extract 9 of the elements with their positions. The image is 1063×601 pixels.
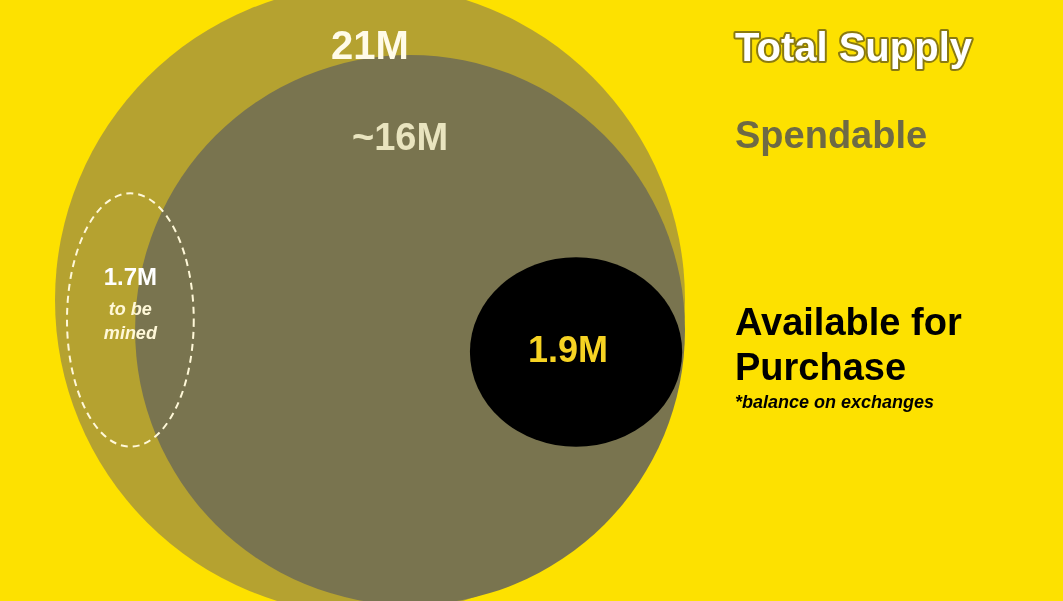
data-label: 1.7M <box>103 262 158 290</box>
data-label: 21M <box>331 23 409 68</box>
category-label: Total Supply <box>735 25 973 70</box>
category-label: Spendable <box>735 114 928 157</box>
category-label: Available for Purchase <box>735 301 962 389</box>
text: *balance on exchanges <box>735 391 935 412</box>
data-label: 1.9M <box>528 328 609 370</box>
data-label: ~16M <box>351 116 449 159</box>
category-label: to be mined <box>103 298 158 343</box>
